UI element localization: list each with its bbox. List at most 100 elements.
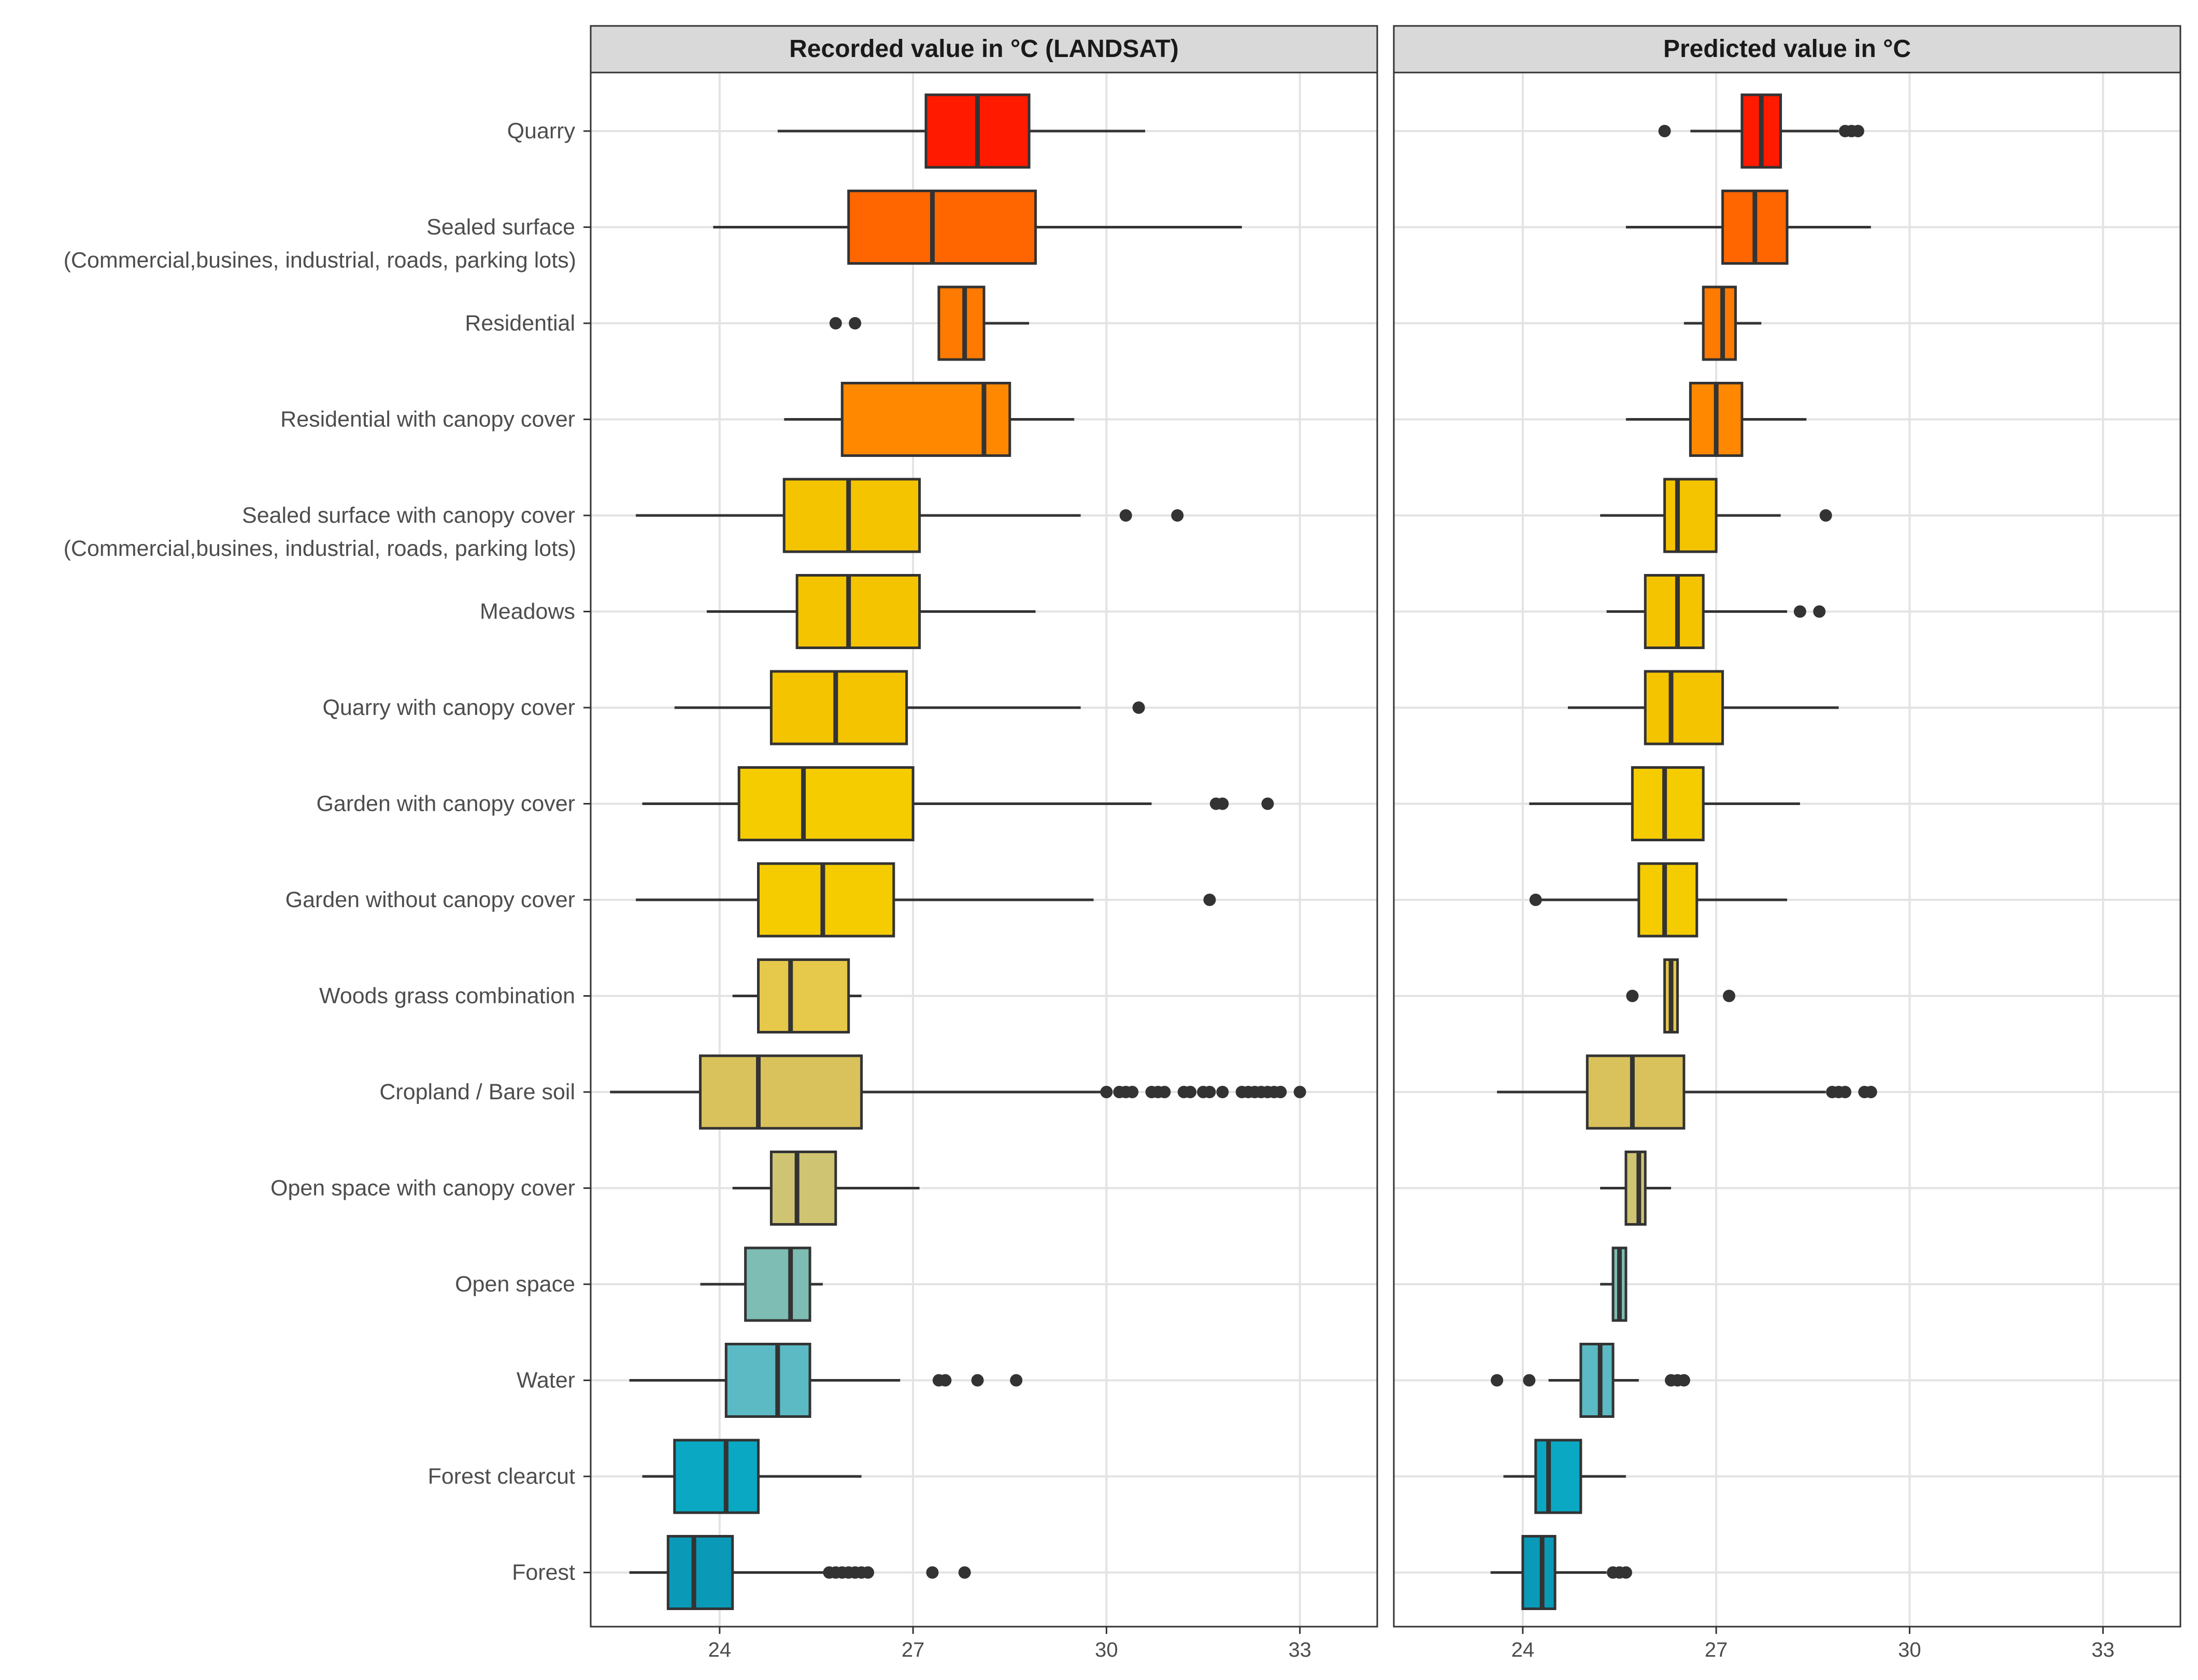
box-iqr [1534,1439,1582,1514]
box-iqr [795,574,921,649]
box-iqr [744,1246,811,1322]
panel-background [1394,73,2180,1627]
x-tick-label: 30 [1898,1639,1921,1661]
box-12 [732,1151,920,1226]
outlier-point [1203,1086,1216,1098]
box-iqr [1624,1151,1647,1226]
outlier-point [1216,1086,1229,1098]
box-15 [642,1439,862,1514]
box-16 [1490,1535,1632,1610]
outlier-point [958,1566,971,1579]
outlier-point [1619,1566,1632,1579]
category-label: Water [517,1368,575,1393]
box-iqr [937,285,986,361]
category-label: Forest clearcut [428,1464,575,1489]
category-label: Sealed surface [426,215,575,240]
box-11 [1497,1054,1877,1130]
box-iqr [1644,670,1724,745]
x-tick-label: 30 [1095,1639,1118,1661]
category-label: Residential [465,311,575,336]
panel-2: Predicted value in °C 24 27 30 33 [1393,25,2181,1661]
box-9 [636,862,1216,938]
category-label: Sealed surface with canopy cover [242,503,575,528]
outlier-point [1813,605,1826,618]
box-iqr [782,478,921,553]
panel-border [1393,71,2181,1628]
panel-title: Predicted value in °C [1663,35,1911,63]
outlier-point [1216,797,1229,810]
x-tick-label: 33 [1288,1639,1311,1661]
panel-header [590,25,1378,74]
box-iqr [769,670,908,745]
outlier-point [1184,1086,1197,1098]
outlier-point [971,1374,984,1387]
box-2 [713,190,1242,265]
box-3 [829,285,1030,361]
box-13 [1600,1246,1628,1322]
category-label: Open space with canopy cover [270,1176,575,1201]
box-10 [1626,958,1736,1033]
outlier-point [926,1566,939,1579]
box-iqr [1702,285,1737,361]
category-label-line2: (Commercial,busines, industrial, roads, … [64,248,576,273]
outlier-point [1010,1374,1023,1387]
box-iqr [757,862,895,938]
box-4 [1625,382,1807,457]
box-14 [629,1343,1023,1418]
box-iqr [673,1439,760,1514]
category-label: Meadows [480,599,575,624]
outlier-point [1723,989,1736,1002]
box-iqr [1521,1535,1557,1610]
outlier-point [1158,1086,1171,1098]
category-label-line2: (Commercial,busines, industrial, roads, … [64,536,576,561]
outlier-point [1274,1086,1287,1098]
category-label: Quarry with canopy cover [322,695,575,720]
box-10 [732,958,862,1033]
panel-1: Recorded value in °C (LANDSAT) 24 27 30 33 [583,25,1378,1661]
category-label: Residential with canopy cover [280,407,575,432]
category-label: Forest [512,1560,575,1585]
outlier-point [1203,894,1216,906]
outlier-point [1523,1374,1536,1387]
x-tick-label: 24 [1511,1639,1535,1661]
box-2 [1625,190,1871,265]
category-label: Garden without canopy cover [286,887,575,912]
x-tick-label: 27 [902,1639,925,1661]
box-iqr [1586,1054,1686,1130]
outlier-point [862,1566,875,1579]
box-5 [1600,478,1832,553]
outlier-point [1793,605,1806,618]
outlier-point [1171,509,1184,522]
outlier-point [1658,125,1671,137]
box-iqr [769,1151,837,1226]
box-11 [610,1054,1306,1130]
outlier-point [1838,1086,1851,1098]
box-iqr [1631,766,1705,841]
outlier-point [829,317,842,329]
box-8 [1529,766,1800,841]
outlier-point [1119,509,1132,522]
box-7 [674,670,1145,745]
box-7 [1567,670,1839,745]
outlier-point [1100,1086,1113,1098]
outlier-point [1819,509,1832,522]
box-iqr [666,1535,734,1610]
category-label: Garden with canopy cover [316,792,575,816]
box-5 [636,478,1184,553]
panel-title: Recorded value in °C (LANDSAT) [789,35,1179,63]
outlier-point [1491,1374,1504,1387]
box-12 [1600,1151,1672,1226]
outlier-point [1529,894,1542,906]
panel-header [1393,25,2181,74]
outlier-point [1132,701,1145,714]
box-iqr [737,766,915,841]
box-iqr [847,190,1037,265]
category-label: Quarry [507,119,576,143]
outlier-point [1126,1086,1139,1098]
outlier-point [849,317,862,329]
outlier-point [1851,125,1864,137]
box-6 [706,574,1036,649]
box-4 [784,382,1075,457]
